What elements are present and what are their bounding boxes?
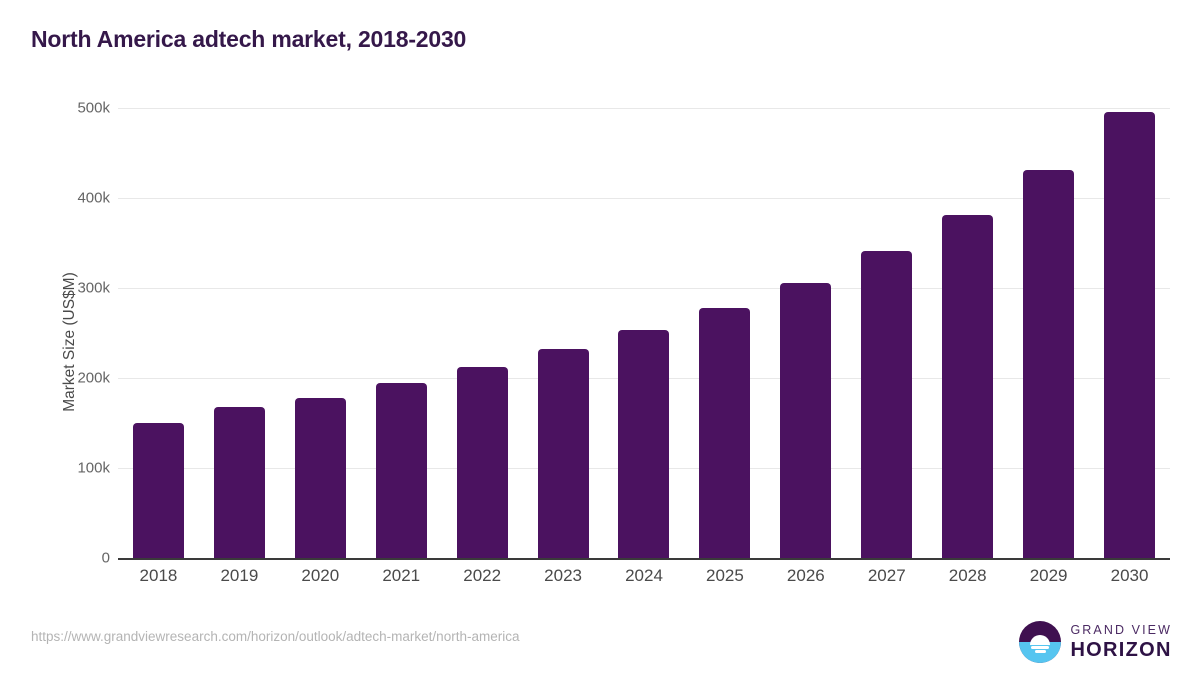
bar-2020[interactable]	[294, 397, 346, 558]
bar-2021[interactable]	[375, 382, 427, 558]
bar-2026[interactable]	[780, 282, 832, 558]
bar-2024[interactable]	[618, 330, 670, 558]
gridline	[118, 198, 1170, 199]
x-axis-tick-label: 2027	[867, 566, 906, 585]
x-axis-tick-label: 2020	[301, 566, 340, 585]
bar-slot	[765, 108, 846, 558]
bar-slot	[846, 108, 927, 558]
bar-2019[interactable]	[213, 406, 265, 558]
x-axis-tick-label: 2018	[139, 566, 178, 585]
page-title: North America adtech market, 2018-2030	[31, 26, 467, 52]
bar-slot	[684, 108, 765, 558]
grand-view-horizon-logo[interactable]: GRAND VIEW HORIZON	[1019, 618, 1172, 666]
x-axis-tick-label: 2019	[220, 566, 259, 585]
bar-2025[interactable]	[699, 307, 751, 558]
bar-2030[interactable]	[1104, 111, 1156, 558]
x-axis-line	[118, 558, 1170, 560]
x-axis-tick-label: 2030	[1110, 566, 1149, 585]
x-axis-tick-label: 2023	[544, 566, 582, 585]
logo-brand-bottom: HORIZON	[1070, 639, 1172, 662]
x-axis-tick-label: 2024	[625, 566, 663, 585]
x-axis-tick-label: 2026	[786, 566, 825, 585]
bar-slot	[118, 108, 199, 558]
x-axis-tick-label: 2028	[948, 566, 987, 585]
bar-slot	[442, 108, 523, 558]
x-axis-tick-label: 2021	[382, 566, 421, 585]
x-axis-tick-label: 2025	[706, 566, 744, 585]
bar-slot	[927, 108, 1008, 558]
bar-series	[118, 108, 1170, 558]
bar-slot	[1089, 108, 1170, 558]
bar-slot	[361, 108, 442, 558]
bar-2018[interactable]	[132, 423, 184, 558]
y-axis-tick-label: 400k	[77, 189, 110, 207]
bar-2028[interactable]	[942, 215, 994, 558]
x-axis-tick-label: 2029	[1029, 566, 1068, 585]
bar-slot	[280, 108, 361, 558]
bar-2029[interactable]	[1023, 170, 1075, 558]
logo-water-shape	[1019, 642, 1062, 663]
logo-sun-shape	[1030, 635, 1051, 646]
x-axis-ticks: 2018 2019 2020 2021 2022 2023 2024 2025 2026 2027…	[118, 566, 1170, 586]
logo-line-2	[1034, 650, 1046, 653]
y-axis-tick-label: 0	[101, 549, 110, 567]
bar-2022[interactable]	[456, 367, 508, 558]
gridline	[118, 108, 1170, 109]
y-axis-tick-label: 100k	[77, 459, 110, 477]
y-axis-tick-label: 300k	[77, 279, 110, 297]
horizon-sun-icon	[1019, 621, 1062, 663]
y-axis-tick-label: 500k	[77, 99, 110, 117]
bar-slot	[523, 108, 604, 558]
logo-wordmark: GRAND VIEW HORIZON	[1070, 624, 1172, 661]
bar-slot	[199, 108, 280, 558]
bar-2023[interactable]	[537, 349, 589, 558]
bar-slot	[1008, 108, 1089, 558]
bar-slot	[604, 108, 685, 558]
bar-2027[interactable]	[861, 251, 913, 558]
x-axis-tick-label: 2022	[463, 566, 502, 585]
y-axis-ticks: 0 100k 200k 300k 400k 500k	[30, 0, 110, 675]
logo-brand-top: GRAND VIEW	[1070, 622, 1172, 637]
gridline	[118, 288, 1170, 289]
source-url[interactable]: https://www.grandviewresearch.com/horizo…	[31, 629, 520, 644]
y-axis-tick-label: 200k	[77, 369, 110, 387]
logo-line-1	[1031, 646, 1050, 649]
